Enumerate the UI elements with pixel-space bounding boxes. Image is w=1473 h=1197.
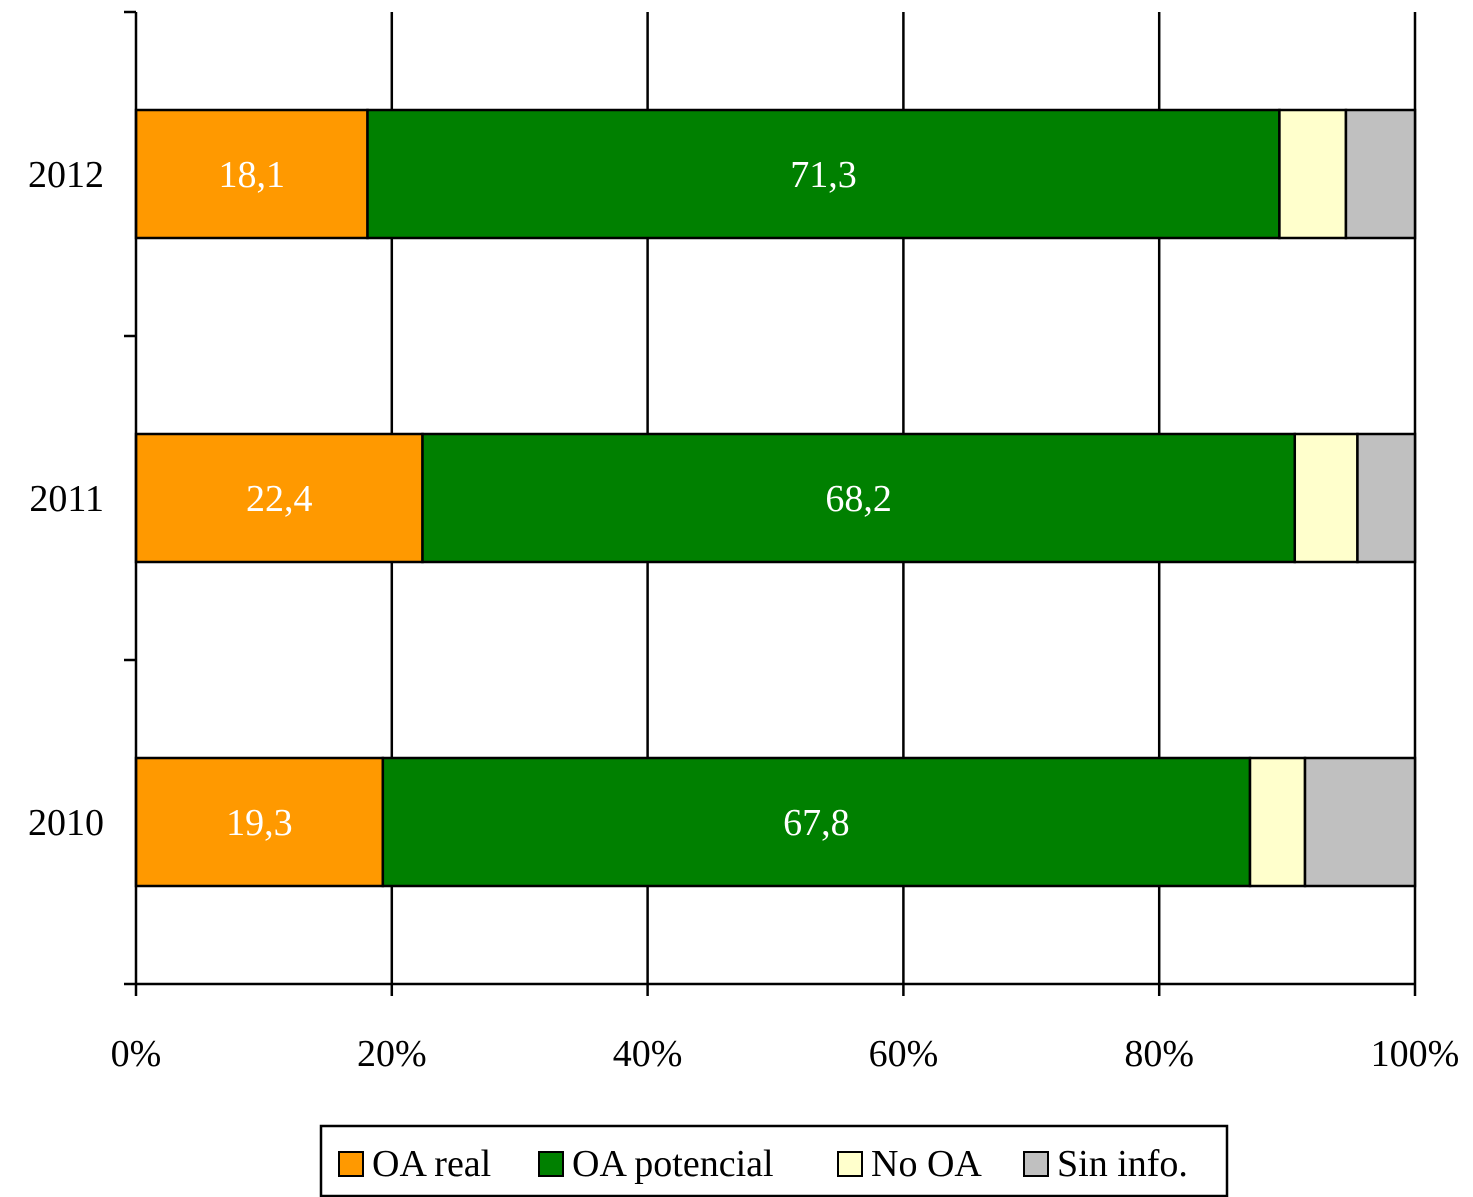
bar-2010-oa-real: [134, 756, 385, 888]
bars-group: 19,3 67,8 22,4 68,2 18,1 71,3: [134, 108, 1417, 888]
bar-2011-oa-potencial: [421, 432, 1297, 564]
bar-2010-oa-potencial: [381, 756, 1252, 888]
legend: OA real OA potencial No OA Sin info.: [319, 1124, 1229, 1197]
bar-2012-sin-info: [1344, 108, 1417, 240]
x-tick-label-0: 0%: [111, 1033, 162, 1075]
legend-label-2: No OA: [871, 1143, 982, 1185]
bar-2011-sin-info: [1356, 432, 1417, 564]
axes-group: 2010 2011 2012 0% 20% 40% 60% 80% 100%: [28, 10, 1460, 1075]
y-tick-label-2010: 2010: [28, 802, 104, 844]
data-label-2012-1: 71,3: [790, 154, 857, 196]
x-tick-label-2: 40%: [613, 1033, 683, 1075]
bar-2012-oa-real: [134, 108, 369, 240]
data-label-2010-1: 67,8: [783, 802, 850, 844]
legend-label-0: OA real: [372, 1143, 491, 1185]
x-tick-label-5: 100%: [1371, 1033, 1460, 1075]
legend-swatch-2: [837, 1151, 863, 1177]
bar-2012-oa-potencial: [366, 108, 1281, 240]
data-label-2012-0: 18,1: [218, 154, 285, 196]
x-tick-label-4: 80%: [1124, 1033, 1194, 1075]
data-label-2010-0: 19,3: [226, 802, 293, 844]
legend-label-3: Sin info.: [1057, 1143, 1188, 1185]
x-tick-label-3: 60%: [869, 1033, 939, 1075]
bar-2010-no-oa: [1248, 756, 1307, 888]
data-label-2011-1: 68,2: [825, 478, 892, 520]
bar-2011-oa-real: [134, 432, 424, 564]
legend-box: [319, 1124, 1229, 1197]
x-tick-label-1: 20%: [357, 1033, 427, 1075]
legend-label-1: OA potencial: [572, 1143, 774, 1185]
bar-2011-no-oa: [1293, 432, 1359, 564]
y-tick-label-2012: 2012: [28, 154, 104, 196]
bar-2010-sin-info: [1303, 756, 1417, 888]
legend-swatch-3: [1023, 1151, 1049, 1177]
data-label-2011-0: 22,4: [246, 478, 313, 520]
legend-swatch-0: [338, 1151, 364, 1177]
y-tick-label-2011: 2011: [29, 478, 104, 520]
bar-2012-no-oa: [1278, 108, 1348, 240]
legend-swatch-1: [538, 1151, 564, 1177]
